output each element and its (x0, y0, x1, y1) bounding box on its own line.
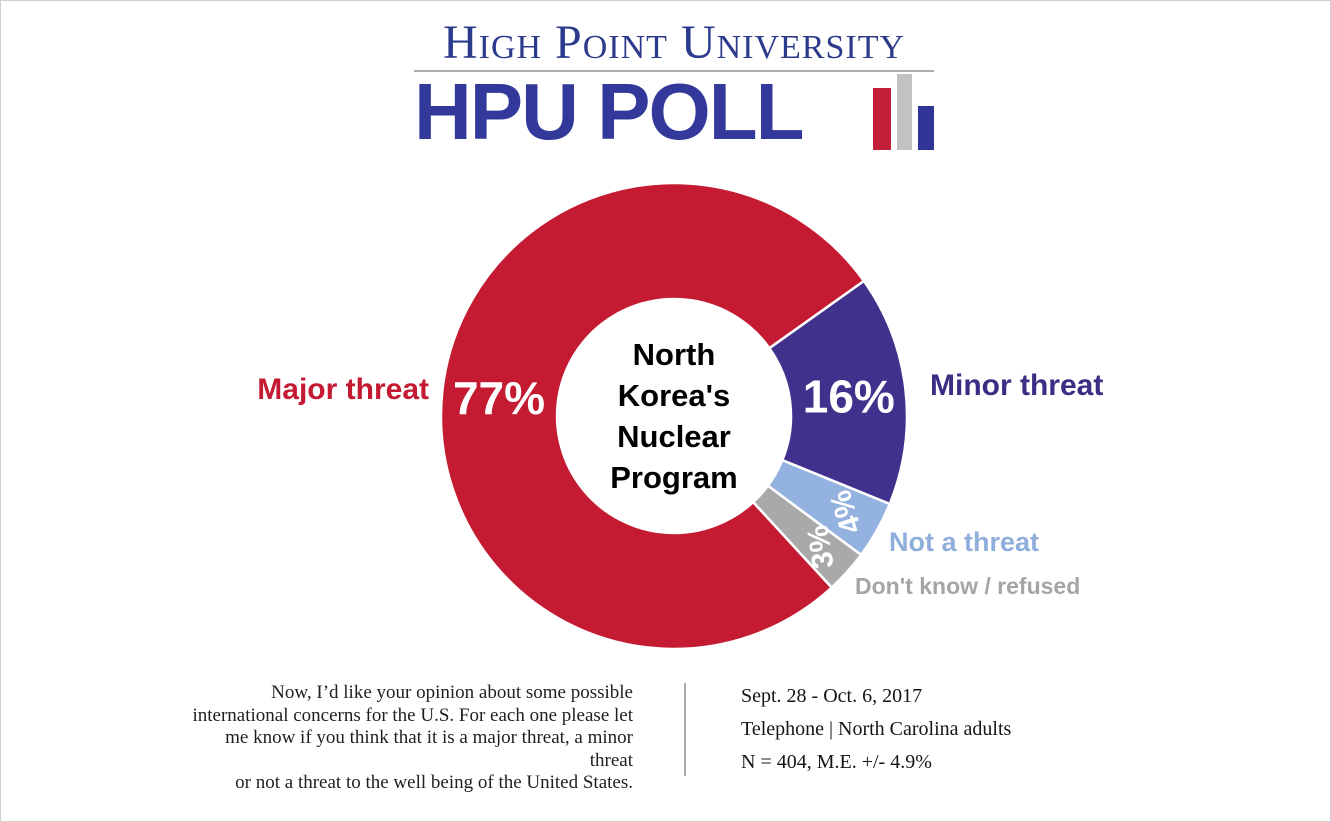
hpu-poll-wordmark: HPU POLL (414, 67, 804, 156)
label-not-a-threat: Not a threat (889, 527, 1040, 557)
bar-gray-icon (897, 74, 912, 150)
survey-mode: Telephone | North Carolina adults (741, 718, 1012, 740)
survey-methodology: Sept. 28 - Oct. 6, 2017 Telephone | Nort… (741, 680, 1011, 779)
survey-question-text: Now, I’d like your opinion about some po… (192, 682, 633, 793)
university-wordmark: High Point University (442, 16, 906, 69)
label-major-threat: Major threat (257, 373, 429, 406)
logo-underline (414, 70, 934, 72)
value-label-major-threat: 77% (453, 372, 545, 424)
hpu-logo: High Point University HPU POLL (414, 16, 934, 156)
slice-minor-threat (768, 279, 909, 506)
poll-wordmark-row: HPU POLL (414, 67, 934, 156)
label-minor-threat: Minor threat (930, 369, 1104, 402)
bar-chart-icon (873, 74, 934, 150)
donut-chart: 77% 16%4%3% (439, 181, 909, 651)
bar-navy-icon (918, 106, 934, 150)
value-label-minor-threat: 16% (803, 370, 895, 422)
bar-red-icon (873, 88, 891, 150)
slice-major-threat (439, 181, 866, 651)
chart-center-title: North Korea's Nuclear Program (610, 337, 738, 495)
survey-dates: Sept. 28 - Oct. 6, 2017 (741, 685, 923, 707)
survey-sample: N = 404, M.E. +/- 4.9% (741, 751, 932, 773)
slice-don-t-know-refused (751, 484, 863, 589)
value-label-don-t-know-refused: 3% (801, 523, 840, 571)
label-dont-know-refused: Don't know / refused (855, 573, 1081, 599)
footer-divider (684, 683, 686, 776)
